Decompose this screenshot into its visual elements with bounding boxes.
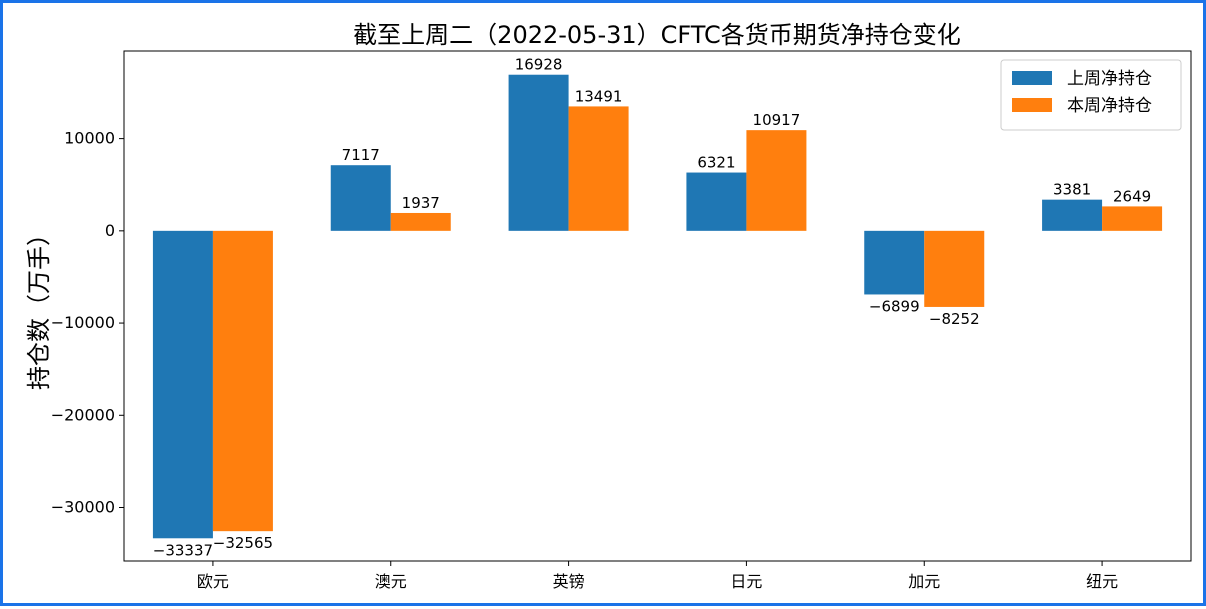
- data-label: 3381: [1053, 181, 1091, 199]
- y-tick-label: 10000: [64, 129, 115, 148]
- bar-chart: 截至上周二（2022-05-31）CFTC各货币期货净持仓变化 持仓数（万手） …: [25, 21, 1192, 591]
- x-tick-label: 澳元: [375, 572, 407, 591]
- legend-label: 上周净持仓: [1067, 69, 1152, 89]
- bar: [746, 130, 807, 231]
- legend-swatch: [1012, 71, 1052, 85]
- bar: [1102, 206, 1163, 231]
- data-label: 6321: [697, 154, 735, 172]
- bar: [1042, 199, 1103, 231]
- x-tick-label: 英镑: [553, 572, 585, 591]
- y-tick-label: −10000: [51, 313, 115, 332]
- bar: [508, 74, 569, 231]
- data-label: 1937: [402, 194, 440, 212]
- bar: [568, 106, 629, 231]
- data-label: 13491: [575, 87, 623, 105]
- y-tick-label: 0: [105, 221, 115, 240]
- data-label: −6899: [869, 297, 920, 315]
- x-tick-label: 加元: [908, 572, 940, 591]
- data-label: 16928: [515, 56, 563, 74]
- bar: [864, 230, 925, 295]
- data-label: 2649: [1113, 187, 1151, 205]
- bar: [330, 165, 391, 231]
- x-tick-label: 欧元: [197, 572, 229, 591]
- bar: [152, 230, 213, 539]
- data-label: −33337: [153, 541, 213, 559]
- x-tick-label: 纽元: [1086, 572, 1118, 591]
- data-label: −32565: [213, 534, 273, 552]
- data-label: −8252: [929, 310, 980, 328]
- bar: [924, 230, 985, 307]
- plot-area: −30000 −20000 −10000 0 10000 欧元 −33337 −32565 澳元…: [51, 56, 1163, 591]
- legend-swatch: [1012, 98, 1052, 112]
- bar: [686, 172, 747, 231]
- legend-label: 本周净持仓: [1067, 96, 1152, 116]
- plot-frame: [123, 50, 1192, 562]
- y-tick-label: −20000: [51, 405, 115, 424]
- x-tick-label: 日元: [730, 572, 762, 591]
- data-label: 10917: [753, 111, 801, 129]
- y-axis-label: 持仓数（万手）: [25, 222, 53, 390]
- bar: [212, 230, 273, 532]
- chart-title: 截至上周二（2022-05-31）CFTC各货币期货净持仓变化: [353, 21, 961, 49]
- bar: [390, 212, 451, 231]
- y-tick-label: −30000: [51, 498, 115, 517]
- data-label: 7117: [342, 146, 380, 164]
